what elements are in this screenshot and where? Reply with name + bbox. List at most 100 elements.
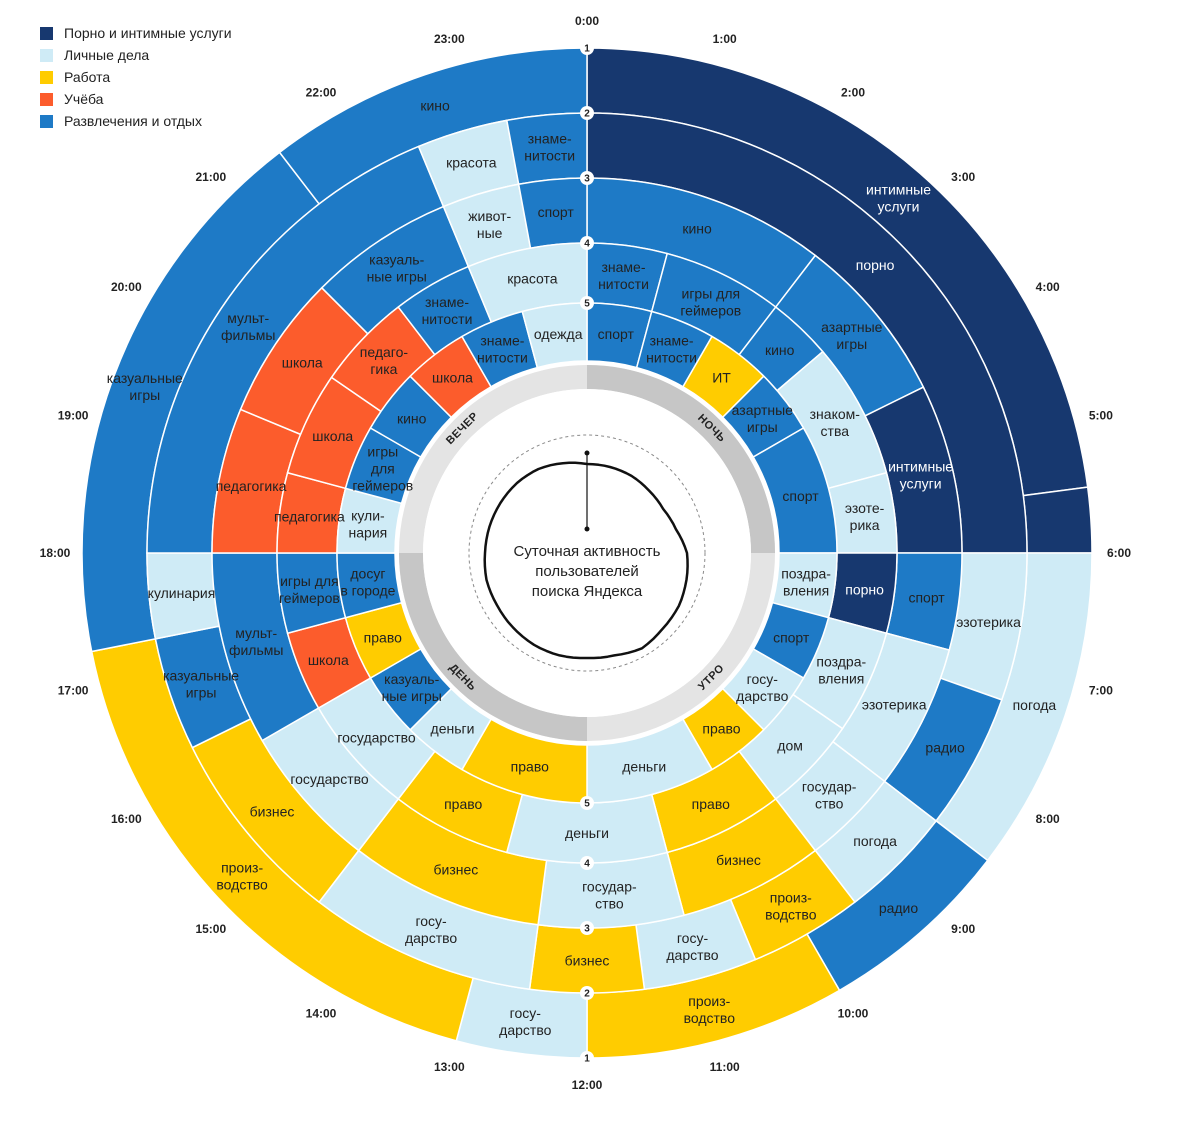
legend-item-porn: Порно и интимные услуги — [40, 22, 232, 44]
hour-label: 0:00 — [575, 14, 599, 28]
ring5-label-госу--дарство: госу-дарство — [736, 671, 788, 704]
legend-label: Работа — [64, 69, 111, 85]
ring4-label-кино: кино — [765, 342, 795, 358]
legend-label: Порно и интимные услуги — [64, 25, 232, 41]
ring3-label-педагогика: педагогика — [216, 478, 287, 494]
ring3-label-живот--ные: живот-ные — [468, 208, 511, 241]
hour-label: 8:00 — [1036, 812, 1060, 826]
ring3-label-эзотерика: эзотерика — [862, 697, 927, 713]
hour-label: 16:00 — [111, 812, 142, 826]
hour-label: 6:00 — [1107, 546, 1131, 560]
ring-number-badge — [580, 986, 594, 1000]
ring-number: 2 — [584, 109, 590, 120]
ring4-label-школа: школа — [308, 652, 349, 668]
hour-label: 18:00 — [40, 546, 71, 560]
hour-label: 3:00 — [951, 170, 975, 184]
ring5-label-ит: ИТ — [712, 370, 731, 386]
ring5-label-досуг-в-городе: досуг в городе — [340, 565, 395, 598]
ring3-label-интимные-услуги: интимные услуги — [888, 459, 953, 492]
ring5-label-спорт: спорт — [773, 630, 810, 646]
hour-label: 14:00 — [306, 1007, 337, 1021]
legend-label: Личные дела — [64, 47, 150, 63]
hour-label: 9:00 — [951, 922, 975, 936]
ring2-label-красота: красота — [446, 154, 497, 170]
ring-number: 4 — [584, 239, 590, 250]
ring5-segment-pers — [521, 302, 588, 369]
ring3-label-школа: школа — [282, 355, 323, 371]
ring-number: 5 — [584, 799, 590, 810]
ring1-label-произ--водство: произ-водство — [216, 860, 268, 893]
ring5-label-деньги: деньги — [431, 720, 475, 736]
hour-label: 2:00 — [841, 85, 865, 99]
ring5-label-кино: кино — [397, 411, 427, 427]
ring5-label-право: право — [511, 759, 549, 775]
activity-curve — [483, 461, 689, 660]
center-disc — [423, 389, 751, 717]
ring4-label-игры-для-геймеров: игры для геймеров — [279, 573, 340, 606]
labels-layer: интимные услуги погода радио произ-водство го… — [40, 14, 1132, 1092]
rings-layer — [81, 47, 1093, 1059]
ring2-label-бизнес: бизнес — [250, 804, 295, 820]
ring4-label-игры-для-геймеров: игры для геймеров — [680, 285, 741, 318]
hour-label: 22:00 — [306, 85, 337, 99]
ring5-label-спорт: спорт — [598, 326, 635, 342]
ring2-label-радио: радио — [925, 739, 965, 755]
hour-label: 13:00 — [434, 1060, 465, 1074]
hour-label: 17:00 — [58, 684, 89, 698]
hour-label: 11:00 — [710, 1060, 740, 1074]
ring3-label-бизнес: бизнес — [434, 861, 479, 877]
ring4-label-педагогика: педагогика — [274, 509, 345, 525]
ring5-label-кули--нария: кули-нария — [349, 508, 388, 541]
ring2-label-произ--водство: произ-водство — [765, 889, 817, 922]
ring2-label-эзотерика: эзотерика — [956, 614, 1021, 630]
ring3-label-спорт: спорт — [538, 204, 575, 220]
ring5-label-казуаль--ные-игры: казуаль-ные игры — [382, 671, 442, 704]
ring2-label-погода: погода — [853, 833, 897, 849]
ring4-label-педаго--гика: педаго-гика — [360, 344, 409, 377]
ring4-label-школа: школа — [312, 428, 353, 444]
ring3-label-бизнес: бизнес — [716, 852, 761, 868]
hour-label: 10:00 — [838, 1007, 869, 1021]
ring5-label-право: право — [364, 630, 402, 646]
ring5-label-школа: школа — [432, 370, 473, 386]
legend-swatch — [40, 26, 53, 40]
ring4-label-знаме--нитости: знаме-нитости — [598, 259, 649, 292]
ring3-label-мульт--фильмы: мульт-фильмы — [229, 625, 284, 658]
legend-item-personal: Личные дела — [40, 44, 232, 66]
ring1-label-погода: погода — [1013, 697, 1057, 713]
ring2-label-знаме--нитости: знаме-нитости — [524, 131, 575, 164]
ring4-label-красота: красота — [507, 270, 558, 286]
reference-circle — [468, 434, 706, 672]
clock-hand-tip — [584, 450, 590, 456]
ring3-label-казуаль--ные-игры: казуаль-ные игры — [367, 252, 427, 285]
ring1-label-произ--водство: произ-водство — [684, 993, 736, 1026]
legend-item-entertainment: Развлечения и отдых — [40, 110, 232, 132]
ring-number-badge — [580, 796, 594, 810]
ring2-label-госу--дарство: госу-дарство — [405, 913, 457, 946]
hour-label: 19:00 — [58, 408, 89, 422]
legend-item-work: Работа — [40, 66, 232, 88]
ring2-label-госу--дарство: госу-дарство — [666, 930, 718, 963]
hour-label: 7:00 — [1089, 684, 1113, 698]
ring1-label-радио: радио — [879, 900, 919, 916]
ring-number: 2 — [584, 989, 590, 1000]
legend-label: Учёба — [64, 91, 104, 107]
ring4-label-эзоте--рика: эзоте-рика — [845, 500, 885, 533]
hour-label: 5:00 — [1089, 408, 1113, 422]
ring-number-badge — [580, 106, 594, 120]
hour-label: 15:00 — [195, 922, 226, 936]
ring4-label-право: право — [444, 796, 482, 812]
hour-label: 23:00 — [434, 32, 465, 46]
ring4-label-дом: дом — [777, 738, 803, 754]
ring3-label-государ--ство: государ-ство — [802, 779, 857, 812]
ring5-label-азартные-игры: азартные игры — [732, 402, 794, 435]
ring5-label-знаме--нитости: знаме-нитости — [646, 332, 697, 365]
hour-label: 4:00 — [1036, 280, 1060, 294]
ring-number-badge — [580, 171, 594, 185]
ring-number: 5 — [584, 299, 590, 310]
ring4-label-деньги: деньги — [565, 825, 609, 841]
ring-number-badge — [580, 921, 594, 935]
ring-number: 1 — [584, 44, 590, 55]
ring3-label-государство: государство — [290, 771, 369, 787]
